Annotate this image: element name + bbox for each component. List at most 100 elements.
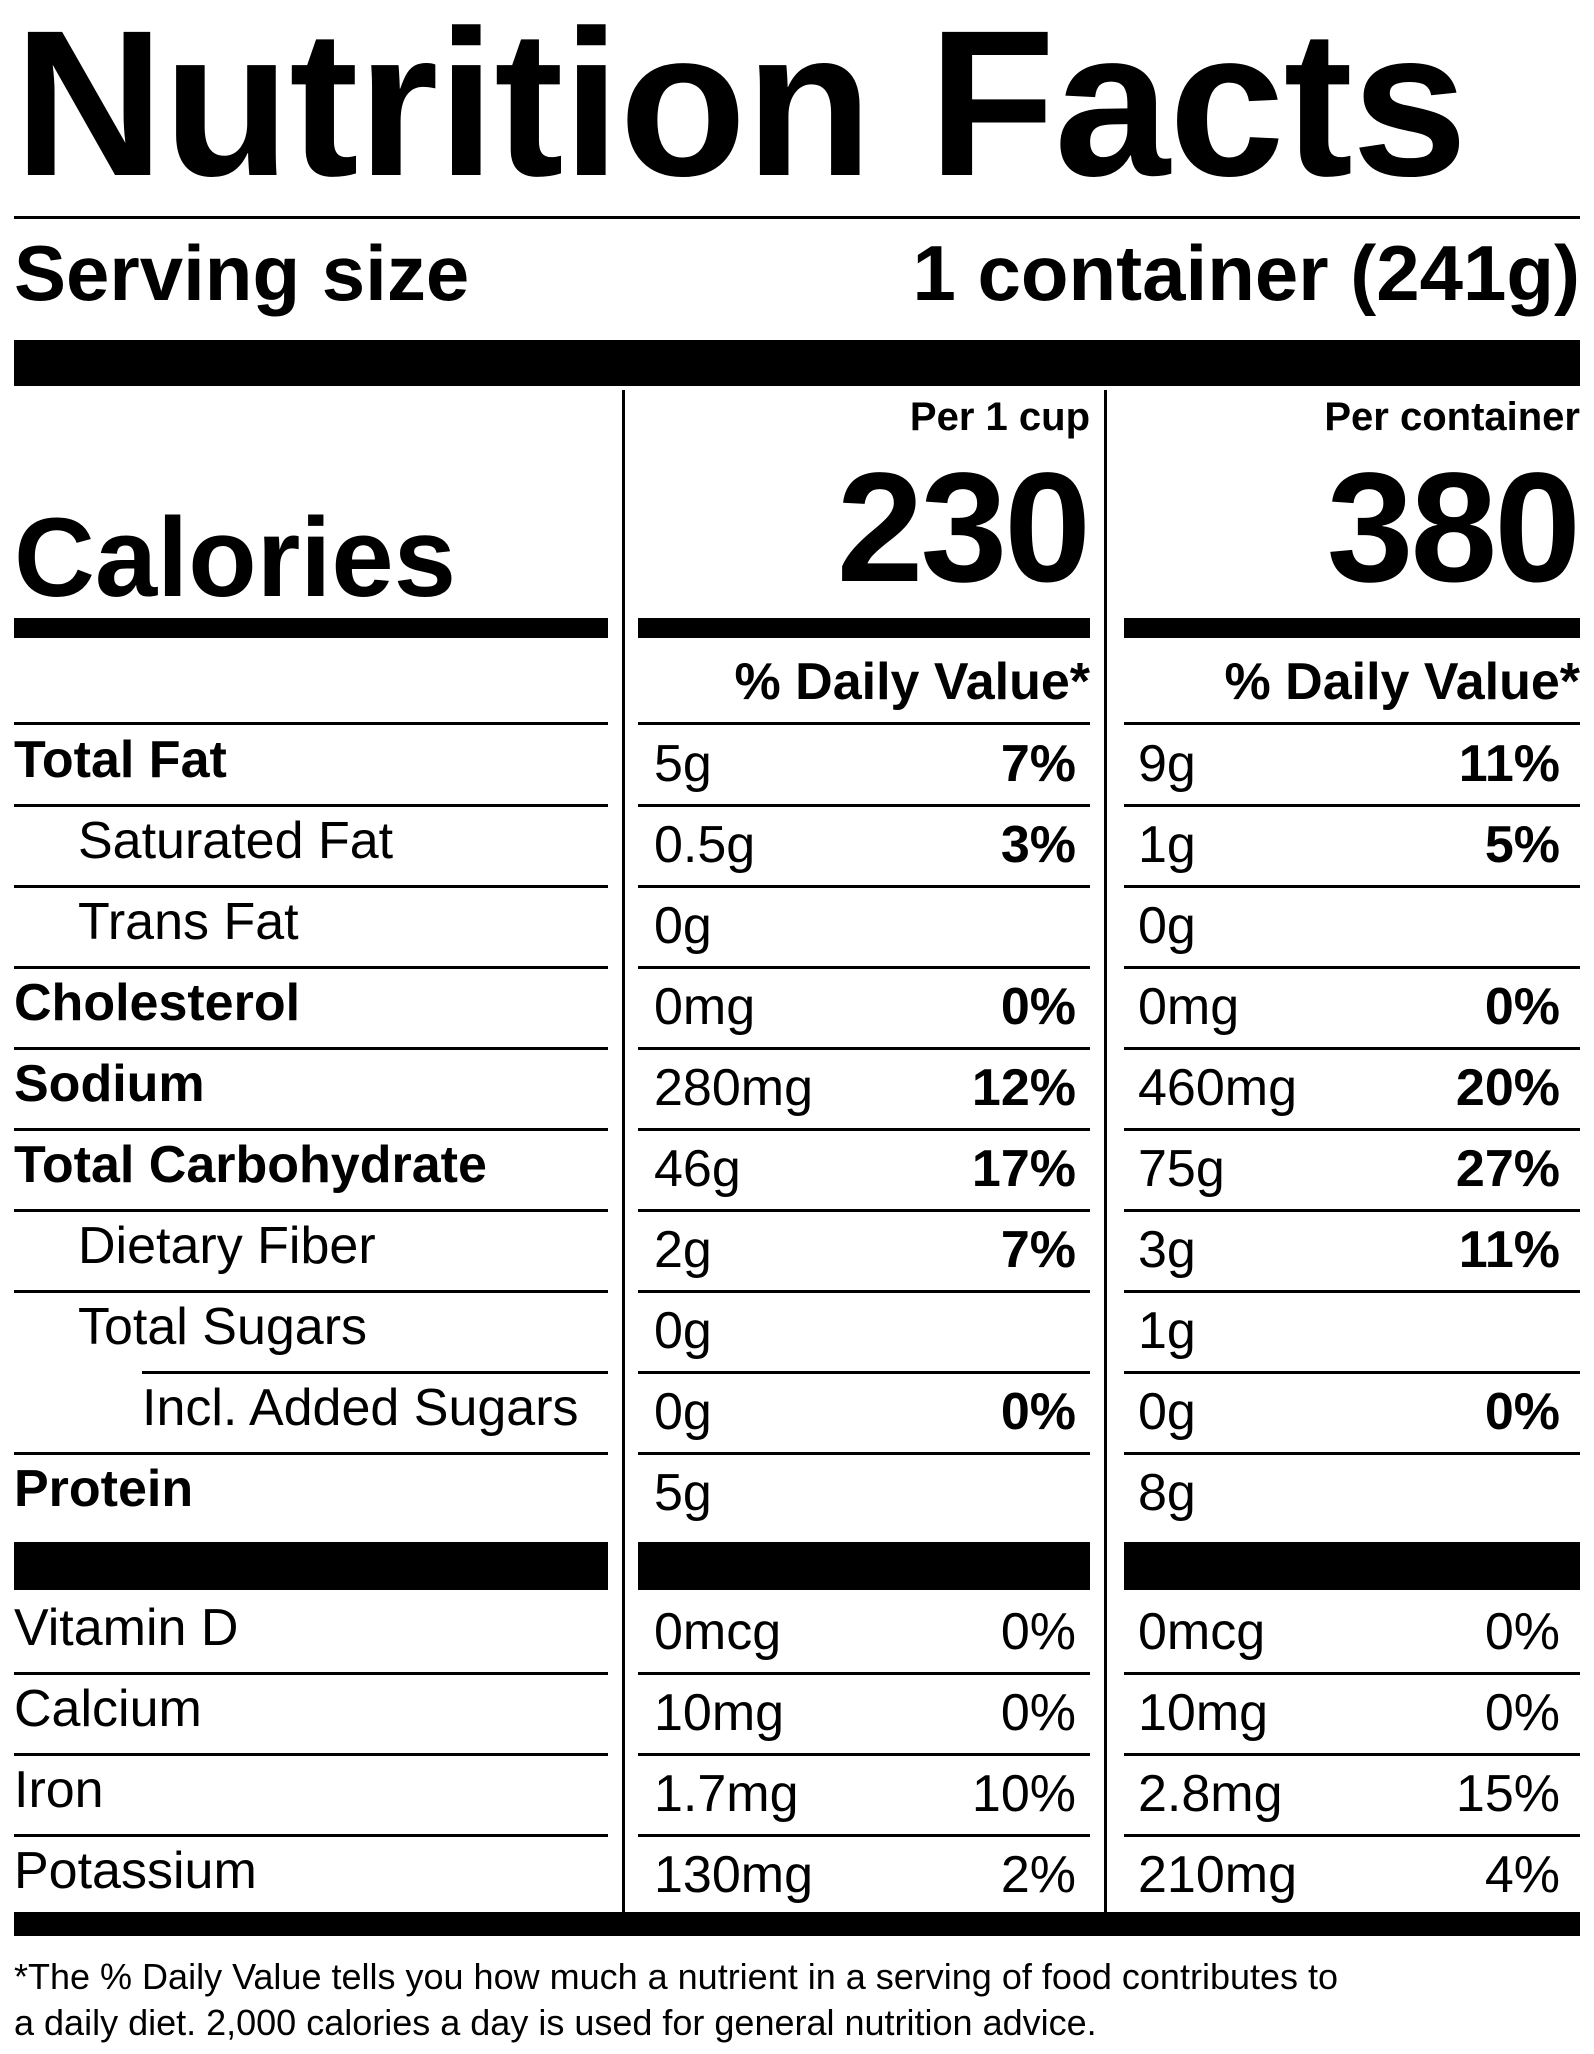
nutrient-col2-dv: 20% (1455, 1059, 1560, 1117)
nutrient-col2-amount: 1g (1138, 816, 1196, 874)
nutrient-col2-dv: 11% (1458, 735, 1560, 793)
nutrient-name: Saturated Fat (78, 812, 394, 870)
nutrient-name: Protein (14, 1460, 194, 1518)
nutrient-col1-dv: 3% (1000, 816, 1076, 874)
row-divider-col2 (1124, 1047, 1580, 1050)
vitamin-col2-dv: 0% (1484, 1603, 1560, 1661)
vitamin-name: Iron (14, 1761, 104, 1819)
nutrient-col1-amount: 46g (654, 1140, 741, 1198)
vitamin-bar-left (14, 1542, 608, 1590)
nutrient-col1-dv: 17% (971, 1140, 1076, 1198)
footnote-line-2: a daily diet. 2,000 calories a day is us… (14, 2002, 1097, 2043)
row-divider-left (14, 885, 608, 888)
row-divider-col1 (638, 1047, 1090, 1050)
title-divider (14, 216, 1580, 219)
vitamin-col1-dv: 0% (1000, 1684, 1076, 1742)
nutrient-name: Incl. Added Sugars (142, 1379, 579, 1437)
nutrient-col2-dv: 27% (1455, 1140, 1560, 1198)
row-divider-col2 (1124, 966, 1580, 969)
vitamin-name: Vitamin D (14, 1599, 239, 1657)
nutrient-col1-dv: 0% (1000, 978, 1076, 1036)
row-divider-col1 (638, 804, 1090, 807)
row-divider-left (14, 804, 608, 807)
row-divider-left (14, 1290, 608, 1293)
row-divider-col2 (1124, 1290, 1580, 1293)
calories-bar-col2 (1124, 618, 1580, 638)
calories-bar-left (14, 618, 608, 638)
row-divider-col1 (638, 885, 1090, 888)
vitamin-col1-amount: 10mg (654, 1684, 785, 1742)
vitamin-divider-col1 (638, 1672, 1090, 1675)
nutrient-name: Total Carbohydrate (14, 1136, 487, 1194)
row-divider-col2 (1124, 804, 1580, 807)
nutrient-col2-amount: 8g (1138, 1464, 1196, 1522)
vitamin-bar-col1 (638, 1542, 1090, 1590)
nutrient-col2-amount: 9g (1138, 735, 1196, 793)
row-divider-left (14, 1209, 608, 1212)
nutrient-name: Dietary Fiber (78, 1217, 376, 1275)
dv-header-col1: % Daily Value* (734, 653, 1090, 711)
column-divider-1 (622, 390, 625, 1915)
vitamin-divider-col2 (1124, 1672, 1580, 1675)
row-divider-left (14, 1128, 608, 1131)
vitamin-divider-col2 (1124, 1753, 1580, 1756)
column-divider-2 (1104, 390, 1107, 1915)
row-divider-col1 (638, 1452, 1090, 1455)
dv-header-col2: % Daily Value* (1224, 653, 1580, 711)
nutrient-col1-amount: 0g (654, 1383, 712, 1441)
calories-label: Calories (14, 495, 456, 620)
row-divider-left (142, 1371, 608, 1374)
col2-header: Per container (1324, 395, 1580, 439)
nutrient-col1-amount: 280mg (654, 1059, 813, 1117)
nutrient-col1-amount: 2g (654, 1221, 712, 1279)
nutrient-col1-dv: 12% (971, 1059, 1076, 1117)
nutrient-col1-amount: 5g (654, 735, 712, 793)
nutrient-col2-amount: 0g (1138, 897, 1196, 955)
vitamin-divider-col1 (638, 1753, 1090, 1756)
nutrient-col2-dv: 5% (1484, 816, 1560, 874)
vitamin-col2-amount: 2.8mg (1138, 1765, 1283, 1823)
vitamin-bar-col2 (1124, 1542, 1580, 1590)
vitamin-divider-left (14, 1834, 608, 1837)
row-divider-col2 (1124, 1209, 1580, 1212)
serving-size-value: 1 container (241g) (912, 229, 1580, 317)
vitamin-col2-amount: 10mg (1138, 1684, 1269, 1742)
nutrient-col1-amount: 0g (654, 1302, 712, 1360)
dv-divider-left (14, 722, 608, 725)
nutrient-col1-amount: 0g (654, 897, 712, 955)
row-divider-left (14, 966, 608, 969)
row-divider-col2 (1124, 1128, 1580, 1131)
nutrient-col2-amount: 0g (1138, 1383, 1196, 1441)
vitamin-col2-amount: 210mg (1138, 1846, 1297, 1904)
row-divider-col1 (638, 1209, 1090, 1212)
vitamin-name: Calcium (14, 1680, 202, 1738)
row-divider-col1 (638, 1290, 1090, 1293)
nutrient-name: Total Fat (14, 731, 227, 789)
nutrient-col2-dv: 0% (1484, 978, 1560, 1036)
vitamin-divider-left (14, 1672, 608, 1675)
nutrient-col1-dv: 7% (1000, 1221, 1076, 1279)
vitamin-col1-amount: 1.7mg (654, 1765, 799, 1823)
calories-col2: 380 (1326, 441, 1581, 615)
vitamin-name: Potassium (14, 1842, 257, 1900)
row-divider-col1 (638, 966, 1090, 969)
vitamin-col1-dv: 10% (971, 1765, 1076, 1823)
nutrient-col2-amount: 460mg (1138, 1059, 1297, 1117)
col1-header: Per 1 cup (909, 395, 1090, 439)
nutrient-col2-amount: 0mg (1138, 978, 1240, 1036)
nutrient-col1-amount: 5g (654, 1464, 712, 1522)
row-divider-col1 (638, 1371, 1090, 1374)
nutrient-name: Sodium (14, 1055, 205, 1113)
vitamin-col1-amount: 130mg (654, 1846, 813, 1904)
nutrient-col2-amount: 3g (1138, 1221, 1196, 1279)
row-divider-left (14, 1452, 608, 1455)
row-divider-col1 (638, 1128, 1090, 1131)
serving-size-label: Serving size (14, 229, 470, 317)
row-divider-left (14, 1047, 608, 1050)
nutrient-name: Cholesterol (14, 974, 301, 1032)
vitamin-col1-amount: 0mcg (654, 1603, 782, 1661)
dv-divider-col2 (1124, 722, 1580, 725)
thick-divider-bottom (14, 1912, 1580, 1936)
vitamin-col2-amount: 0mcg (1138, 1603, 1266, 1661)
vitamin-divider-col2 (1124, 1834, 1580, 1837)
